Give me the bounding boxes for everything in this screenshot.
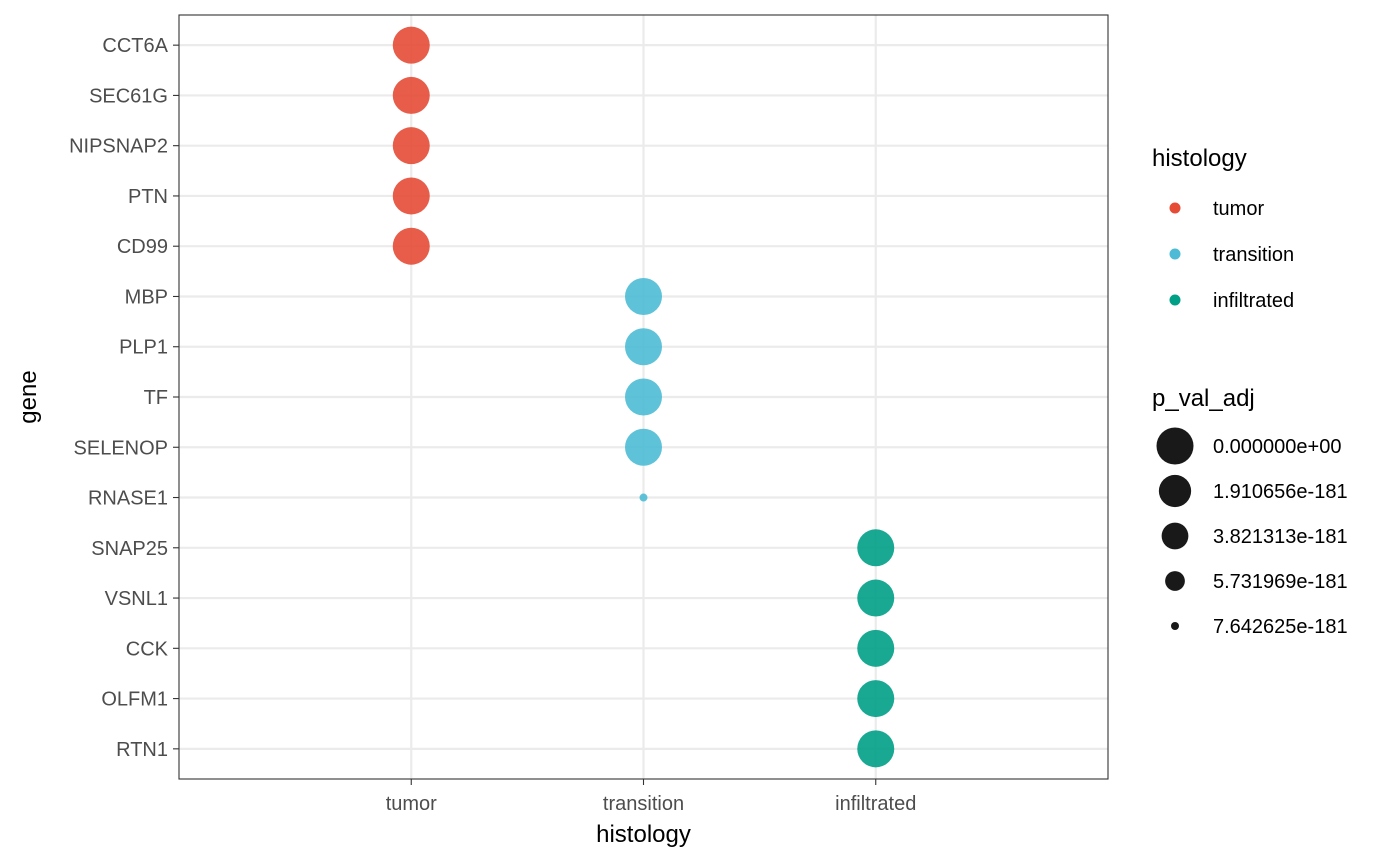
y-axis-tick-labels: CCT6A SEC61G NIPSNAP2 PTN CD99 MBP PLP1 TF SELEN… <box>69 35 169 761</box>
legend-key <box>1169 294 1181 306</box>
x-axis-tick-labels: tumor transition infiltrated <box>386 793 917 815</box>
legend-label: infiltrated <box>1213 290 1294 312</box>
legend-size-label: 5.731969e-181 <box>1213 571 1348 593</box>
y-tick-label: CCT6A <box>102 35 168 57</box>
y-tick-label: OLFM1 <box>101 689 168 711</box>
y-tick-label: CCK <box>126 638 169 660</box>
legend-p-val-adj-title: p_val_adj <box>1152 385 1255 412</box>
y-tick-label: RNASE1 <box>88 488 168 510</box>
legend-key <box>1169 248 1181 260</box>
y-tick-label: RTN1 <box>116 739 168 761</box>
legend-size-label: 3.821313e-181 <box>1213 526 1348 548</box>
y-tick-label: CD99 <box>117 236 168 258</box>
data-point <box>625 378 662 416</box>
legend-key <box>1169 202 1181 214</box>
data-point <box>625 328 662 366</box>
y-tick-label: PLP1 <box>119 337 168 359</box>
data-point <box>392 227 430 265</box>
legend-size-label: 1.910656e-181 <box>1213 481 1348 503</box>
y-tick-label: MBP <box>125 286 168 308</box>
data-point <box>392 26 430 64</box>
x-axis-title: histology <box>596 821 691 848</box>
legend-size-key <box>1156 427 1194 465</box>
data-point <box>857 680 895 718</box>
legend-label: tumor <box>1213 198 1264 220</box>
data-point <box>857 579 895 617</box>
data-point <box>392 127 430 165</box>
y-axis-title: gene <box>15 370 42 423</box>
legend-size-key <box>1158 474 1192 508</box>
x-tick-label: tumor <box>386 793 437 815</box>
y-tick-label: SELENOP <box>74 437 168 459</box>
legend-size-label: 0.000000e+00 <box>1213 436 1341 458</box>
data-points <box>392 26 895 768</box>
data-point <box>392 76 430 114</box>
axis-ticks <box>173 44 877 785</box>
legend-size-key <box>1165 571 1185 591</box>
x-tick-label: infiltrated <box>835 793 916 815</box>
legend-size-key <box>1161 522 1189 550</box>
legend-histology: histology tumor transition infiltrated <box>1152 145 1294 312</box>
y-tick-label: VSNL1 <box>105 588 168 610</box>
data-point <box>857 629 895 667</box>
data-point <box>857 529 895 567</box>
y-tick-label: PTN <box>128 186 168 208</box>
legend-histology-title: histology <box>1152 145 1247 172</box>
legend-size-key <box>1171 622 1179 630</box>
data-point <box>857 730 895 768</box>
y-tick-label: SEC61G <box>89 85 168 107</box>
legend-p-val-adj: p_val_adj 0.000000e+00 1.910656e-181 3.821… <box>1152 385 1348 638</box>
legend-size-label: 7.642625e-181 <box>1213 616 1348 638</box>
legend-label: transition <box>1213 244 1294 266</box>
data-point <box>625 277 662 315</box>
x-tick-label: transition <box>603 793 684 815</box>
y-tick-label: SNAP25 <box>91 538 168 560</box>
data-point <box>625 428 662 466</box>
data-point <box>639 493 648 502</box>
y-tick-label: TF <box>144 387 168 409</box>
data-point <box>392 177 430 215</box>
y-tick-label: NIPSNAP2 <box>69 136 168 158</box>
